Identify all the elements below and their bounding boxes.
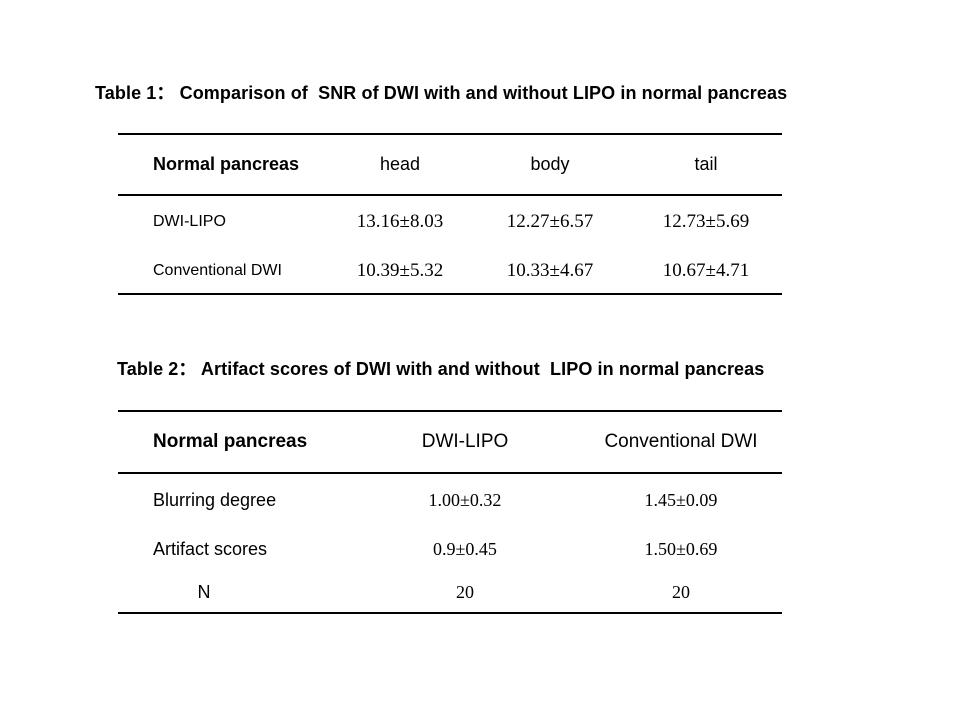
table-row: DWI-LIPO 13.16±8.03 12.27±6.57 12.73±5.6… xyxy=(118,196,782,248)
row-label: Conventional DWI xyxy=(153,261,282,279)
table2-header-dwi-lipo: DWI-LIPO xyxy=(421,431,509,452)
table-row: Blurring degree 1.00±0.32 1.45±0.09 xyxy=(118,474,782,526)
table1-header-head: head xyxy=(379,154,421,174)
table1-title: Table 1： Comparison of SNR of DWI with a… xyxy=(95,83,788,103)
table2: Normal pancreas DWI-LIPO Conventional DW… xyxy=(118,410,782,614)
row-label: Artifact scores xyxy=(153,539,268,559)
table1-header-normal-pancreas: Normal pancreas xyxy=(153,154,300,174)
table2-header-conventional-dwi: Conventional DWI xyxy=(604,431,758,452)
table1-header-body: body xyxy=(530,154,570,174)
table-row: Conventional DWI 10.39±5.32 10.33±4.67 1… xyxy=(118,248,782,293)
table1-header-row: Normal pancreas head body tail xyxy=(118,135,782,196)
table2-header-row: Normal pancreas DWI-LIPO Conventional DW… xyxy=(118,412,782,474)
row-label: Blurring degree xyxy=(153,489,277,510)
value-cell: 20 xyxy=(456,582,474,602)
value-cell: 10.39±5.32 xyxy=(356,259,444,281)
table2-title: Table 2： Artifact scores of DWI with and… xyxy=(117,359,765,379)
table-row: N 20 20 xyxy=(118,573,782,612)
table1: Normal pancreas head body tail DWI-LIPO … xyxy=(118,133,782,295)
row-label: DWI-LIPO xyxy=(153,213,226,230)
value-cell: 13.16±8.03 xyxy=(356,211,444,232)
table-row: Artifact scores 0.9±0.45 1.50±0.69 xyxy=(118,526,782,573)
table1-header-tail: tail xyxy=(694,154,718,174)
value-cell: 1.45±0.09 xyxy=(644,489,718,510)
value-cell: 10.67±4.71 xyxy=(662,259,750,281)
value-cell: 20 xyxy=(672,582,690,602)
row-label: N xyxy=(197,582,211,602)
value-cell: 1.50±0.69 xyxy=(644,539,718,559)
value-cell: 12.73±5.69 xyxy=(662,211,750,232)
value-cell: 0.9±0.45 xyxy=(433,539,497,559)
value-cell: 1.00±0.32 xyxy=(428,489,502,510)
value-cell: 12.27±6.57 xyxy=(506,211,594,232)
table2-header-normal-pancreas: Normal pancreas xyxy=(153,431,308,452)
value-cell: 10.33±4.67 xyxy=(506,259,594,281)
